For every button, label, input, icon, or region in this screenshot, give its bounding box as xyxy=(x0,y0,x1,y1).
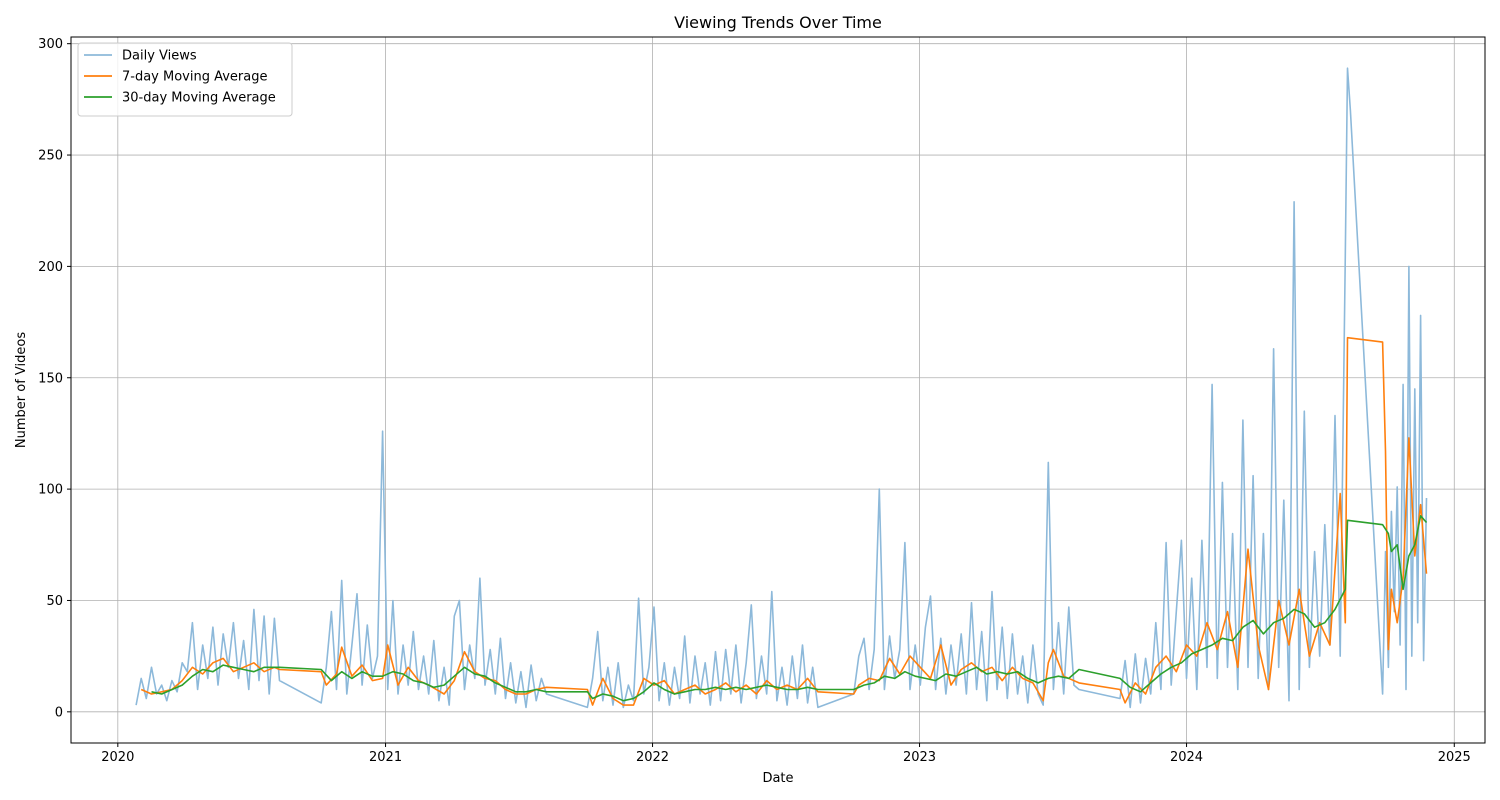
y-tick-label-200: 200 xyxy=(38,260,63,275)
y-tick-label-250: 250 xyxy=(38,149,63,164)
grid xyxy=(71,37,1485,743)
x-tick-label-2022: 2022 xyxy=(636,750,669,765)
y-axis-label: Number of Videos xyxy=(14,332,29,448)
x-tick-label-2021: 2021 xyxy=(369,750,402,765)
legend-label-7-day-moving-average: 7-day Moving Average xyxy=(122,70,268,85)
plot-frame xyxy=(70,36,1486,744)
y-tick-label-300: 300 xyxy=(38,37,63,52)
x-tick-label-2020: 2020 xyxy=(101,750,134,765)
ticks: 2020 2021 2022 2023 2024 2025 0 50 100 150 200 250 3… xyxy=(38,37,1471,765)
x-axis-label: Date xyxy=(762,771,793,786)
series-line-30-day-moving-average xyxy=(151,515,1428,702)
y-tick-label-150: 150 xyxy=(38,371,63,386)
chart-title: Viewing Trends Over Time xyxy=(674,13,882,32)
y-tick-label-50: 50 xyxy=(46,594,63,609)
legend-label-30-day-moving-average: 30-day Moving Average xyxy=(122,91,276,106)
legend-label-daily-views: Daily Views xyxy=(122,49,197,64)
x-tick-label-2024: 2024 xyxy=(1170,750,1203,765)
x-tick-label-2023: 2023 xyxy=(903,750,936,765)
series-line-daily-views xyxy=(135,67,1428,709)
series-layer xyxy=(135,67,1428,709)
series-line-7-day-moving-average xyxy=(140,336,1428,706)
y-tick-label-0: 0 xyxy=(55,705,63,720)
x-tick-label-2025: 2025 xyxy=(1438,750,1471,765)
y-tick-label-100: 100 xyxy=(38,483,63,498)
legend-box xyxy=(77,42,293,117)
legend: Daily Views 7-day Moving Average 30-day Mo… xyxy=(77,42,293,117)
